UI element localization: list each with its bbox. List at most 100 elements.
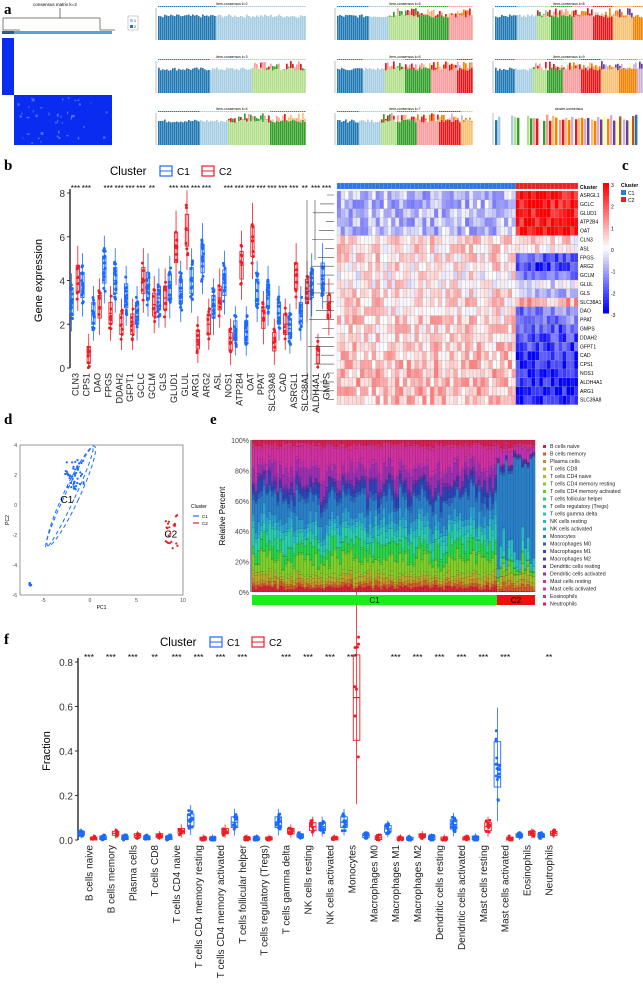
stacked-bar-segment	[270, 578, 275, 582]
b-point	[80, 293, 84, 297]
consensus-tick	[212, 111, 214, 112]
heatmap-cell	[519, 199, 524, 209]
stacked-bar-segment	[262, 443, 266, 448]
consensus-tick	[471, 6, 473, 7]
consensus-bar	[210, 15, 212, 40]
heatmap-cell	[364, 262, 369, 272]
heatmap-cell	[399, 324, 404, 334]
heatmap-cell	[507, 297, 513, 307]
f-point	[540, 835, 544, 839]
consensus-bar	[198, 69, 200, 93]
heatmap-cell	[531, 395, 536, 405]
consensus-tick	[186, 59, 188, 60]
cluster-annotation-cell	[542, 182, 548, 190]
heatmap-cell	[383, 351, 388, 361]
consensus-bar-seg	[268, 66, 270, 70]
row-label: ALDH4A1	[580, 380, 602, 386]
consensus-bar	[198, 121, 200, 145]
b-point	[245, 341, 249, 345]
heatmap-noise	[35, 114, 38, 117]
stacked-bar-segment	[265, 484, 269, 487]
heatmap-cell	[441, 244, 446, 254]
consensus-tick	[393, 111, 395, 112]
heatmap-cell	[336, 279, 341, 289]
consensus-bar	[399, 15, 401, 40]
heatmap-cell	[356, 386, 361, 396]
b-point	[157, 292, 161, 296]
consensus-bar	[184, 69, 186, 93]
consensus-tick	[531, 59, 533, 60]
stacked-bar-segment	[260, 550, 264, 572]
heatmap-cell	[515, 324, 520, 334]
consensus-bar-seg	[449, 118, 451, 121]
consensus-bar-seg	[385, 63, 387, 71]
heatmap-cell	[430, 333, 435, 343]
consensus-tick	[202, 111, 204, 112]
panel-label-d: d	[4, 412, 13, 428]
b-point	[222, 289, 226, 293]
heatmap-cell	[399, 315, 404, 325]
consensus-bar-seg	[292, 118, 294, 120]
consensus-bar-seg	[238, 116, 240, 122]
consensus-bar	[264, 120, 266, 145]
consensus-bar-seg	[569, 14, 571, 15]
consensus-tick	[551, 6, 553, 7]
consensus-bar-seg	[413, 67, 415, 70]
heatmap-cell	[430, 226, 435, 236]
heatmap-noise	[77, 136, 80, 140]
heatmap-cell	[574, 190, 579, 200]
heatmap-cell	[558, 297, 563, 307]
consensus-tick	[457, 111, 459, 112]
consensus-bar	[351, 119, 353, 145]
heatmap-cell	[531, 386, 536, 396]
panel-label-e: e	[210, 412, 217, 428]
heatmap-cell	[457, 199, 462, 209]
heatmap-cell	[531, 324, 536, 334]
b-point	[108, 326, 112, 330]
color-scale-label: -2	[611, 291, 616, 297]
heatmap-cell	[504, 377, 509, 387]
heatmap-cell	[336, 235, 341, 245]
stacked-bar-segment	[257, 564, 261, 573]
heatmap-cell	[511, 253, 516, 263]
f-point	[353, 714, 357, 718]
b-point	[184, 206, 188, 210]
stacked-bar-segment	[262, 462, 266, 465]
heatmap-cell	[496, 279, 501, 289]
consensus-tick	[585, 59, 587, 60]
pca-point-c1	[64, 470, 67, 473]
consensus-tick	[186, 6, 188, 7]
consensus-bar-seg	[296, 118, 298, 122]
stacked-bar-segment	[270, 439, 275, 445]
consensus-tick	[278, 59, 280, 60]
cluster-annotation-cell	[414, 182, 419, 190]
consensus-bar	[529, 16, 531, 40]
heatmap-cell	[457, 244, 462, 254]
heatmap-cell	[500, 217, 505, 227]
heatmap-cell	[507, 377, 513, 387]
cluster-annotation-cell	[554, 182, 559, 190]
consensus-bar	[569, 14, 571, 40]
consensus-tick	[449, 6, 451, 7]
consensus-tick	[465, 6, 467, 7]
heatmap-cell	[539, 253, 544, 263]
consensus-bar	[439, 14, 441, 40]
heatmap-cell	[476, 262, 481, 272]
consensus-bar	[575, 15, 577, 40]
pca-point-c1	[73, 472, 76, 476]
consensus-tick	[341, 59, 343, 60]
heatmap-cell	[441, 279, 446, 289]
heatmap-cell	[484, 395, 489, 405]
consensus-tick	[411, 59, 413, 60]
heatmap-cell	[469, 386, 474, 396]
pca-x-tick: 10	[180, 598, 186, 604]
cluster-annotation-cell	[465, 182, 470, 190]
consensus-bar	[252, 120, 254, 145]
stacked-bar-segment	[265, 489, 269, 494]
consensus-bar	[280, 121, 282, 145]
heatmap-cell	[472, 208, 478, 218]
consensus-tick	[387, 59, 389, 60]
consensus-bar	[349, 14, 351, 40]
heatmap-cell	[515, 190, 520, 200]
heatmap-cell	[340, 226, 345, 236]
